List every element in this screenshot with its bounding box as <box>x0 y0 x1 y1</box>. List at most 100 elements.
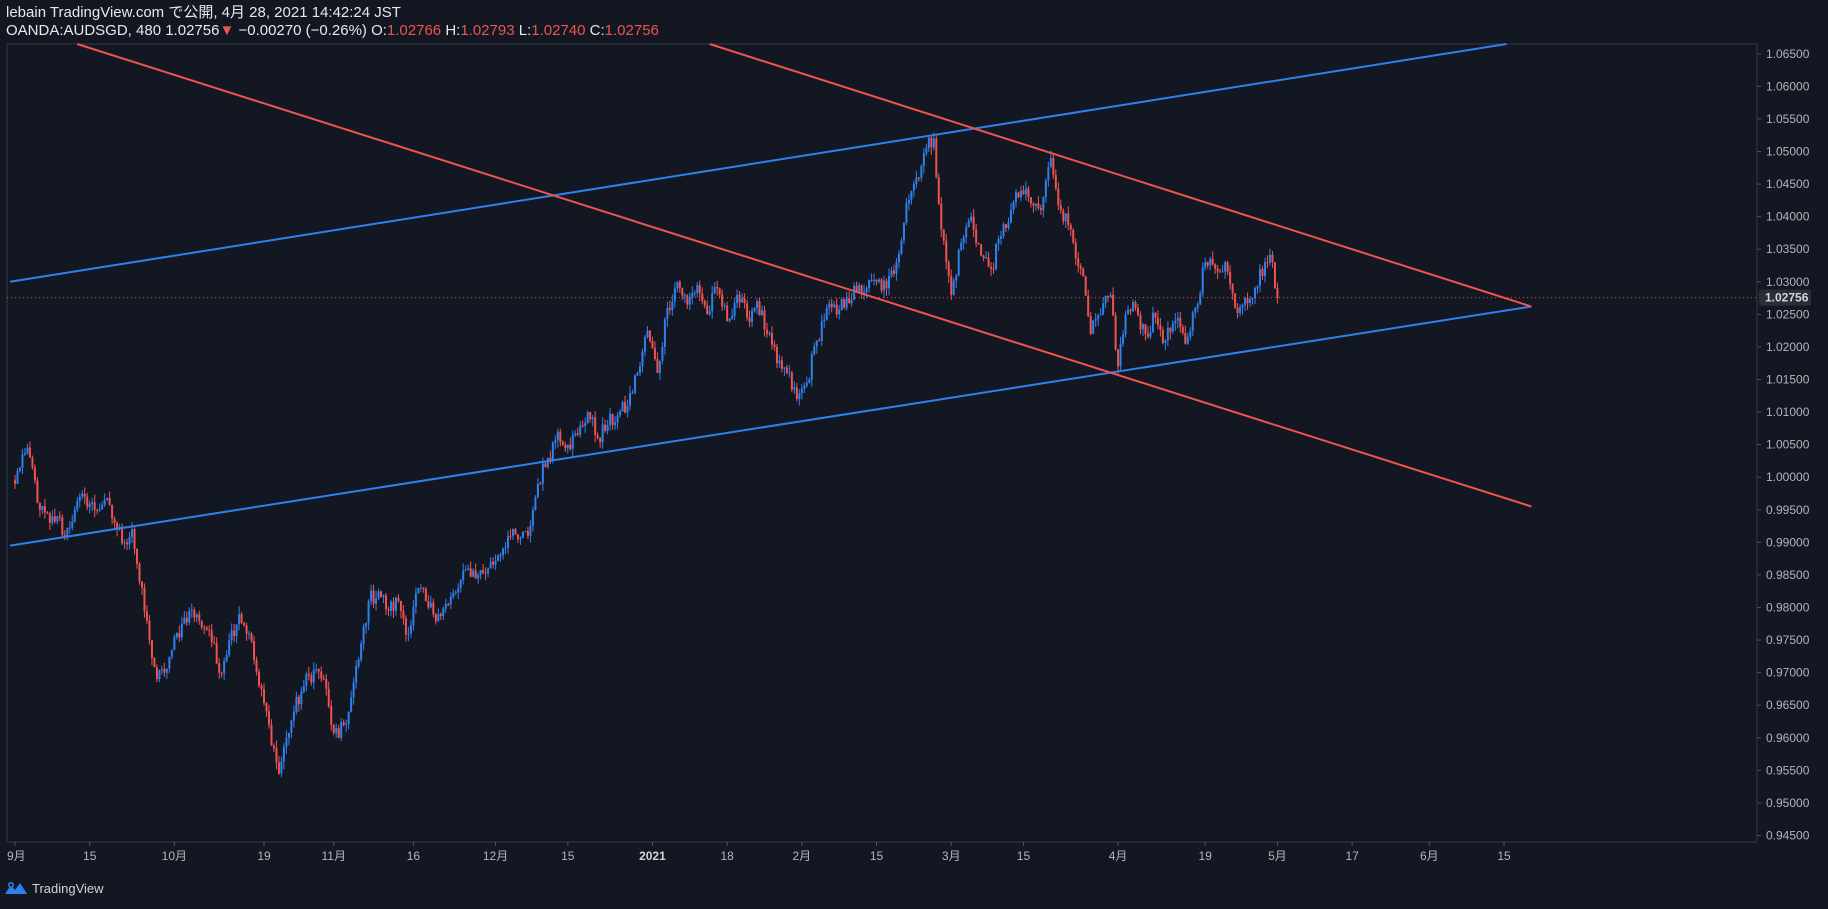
candle[interactable] <box>1002 221 1005 239</box>
candle[interactable] <box>661 341 664 365</box>
candle[interactable] <box>1012 200 1015 215</box>
candle[interactable] <box>741 293 744 303</box>
candle[interactable] <box>1119 336 1122 372</box>
candle[interactable] <box>987 251 990 268</box>
candle[interactable] <box>1114 311 1117 351</box>
candle[interactable] <box>746 299 749 321</box>
candle[interactable] <box>512 528 514 541</box>
candle[interactable] <box>977 242 980 245</box>
candle[interactable] <box>609 407 612 431</box>
trendline-long-descending-red[interactable] <box>76 43 1532 508</box>
candle[interactable] <box>1034 203 1037 211</box>
candle[interactable] <box>265 702 268 717</box>
candle[interactable] <box>270 719 273 746</box>
candle[interactable] <box>1029 197 1032 208</box>
candle[interactable] <box>900 237 903 256</box>
candle[interactable] <box>106 497 109 502</box>
candle[interactable] <box>1151 306 1154 334</box>
candle[interactable] <box>808 377 811 384</box>
candle[interactable] <box>58 511 61 522</box>
candle[interactable] <box>213 635 216 645</box>
candle[interactable] <box>335 723 338 738</box>
candle[interactable] <box>469 561 472 578</box>
candle[interactable] <box>815 340 818 354</box>
candle[interactable] <box>225 650 228 663</box>
candle[interactable] <box>1072 228 1075 245</box>
candle[interactable] <box>534 495 537 511</box>
candle[interactable] <box>823 313 826 329</box>
candle[interactable] <box>83 487 86 505</box>
candle[interactable] <box>875 279 878 286</box>
candle[interactable] <box>143 583 146 618</box>
candle[interactable] <box>925 143 928 157</box>
candle[interactable] <box>18 466 21 473</box>
candle[interactable] <box>788 364 791 378</box>
candle[interactable] <box>1154 312 1157 324</box>
candle[interactable] <box>952 277 955 296</box>
candle[interactable] <box>1236 303 1239 319</box>
candle[interactable] <box>175 632 178 640</box>
candle[interactable] <box>462 563 465 585</box>
candle[interactable] <box>947 260 950 284</box>
candle[interactable] <box>743 293 746 309</box>
candle[interactable] <box>681 287 684 301</box>
candle[interactable] <box>464 565 467 572</box>
candle[interactable] <box>619 409 622 418</box>
candle[interactable] <box>1164 339 1167 351</box>
candle[interactable] <box>1226 260 1229 276</box>
candle[interactable] <box>930 134 933 155</box>
candle[interactable] <box>723 302 726 310</box>
candle[interactable] <box>1204 257 1207 271</box>
candle[interactable] <box>940 197 943 237</box>
candle[interactable] <box>646 325 649 339</box>
candle[interactable] <box>927 135 930 152</box>
candle[interactable] <box>892 264 895 278</box>
candle[interactable] <box>387 606 390 616</box>
candle[interactable] <box>1196 301 1199 313</box>
candle[interactable] <box>638 362 641 377</box>
candle[interactable] <box>474 563 477 579</box>
candle[interactable] <box>160 665 163 675</box>
candle[interactable] <box>1263 257 1266 283</box>
candle[interactable] <box>138 561 141 585</box>
candle[interactable] <box>758 297 761 316</box>
candle[interactable] <box>922 148 925 174</box>
candle[interactable] <box>965 223 968 244</box>
candle[interactable] <box>1166 321 1169 347</box>
candle[interactable] <box>1216 264 1219 280</box>
candle[interactable] <box>73 506 76 523</box>
candle[interactable] <box>825 304 828 321</box>
candle[interactable] <box>1047 161 1050 187</box>
candle[interactable] <box>168 656 171 674</box>
candle[interactable] <box>753 307 756 313</box>
candle[interactable] <box>98 503 101 513</box>
candle[interactable] <box>148 614 151 645</box>
candle[interactable] <box>1057 182 1060 211</box>
candle[interactable] <box>165 668 168 680</box>
candle[interactable] <box>666 301 669 327</box>
candle[interactable] <box>305 671 308 692</box>
candle[interactable] <box>594 411 597 443</box>
candle[interactable] <box>912 180 915 198</box>
candle[interactable] <box>1249 296 1252 307</box>
candle[interactable] <box>1251 297 1254 305</box>
candle[interactable] <box>1169 327 1172 340</box>
candle[interactable] <box>1132 299 1135 313</box>
candle[interactable] <box>703 299 706 309</box>
candle[interactable] <box>1099 308 1102 316</box>
candle[interactable] <box>1019 186 1022 202</box>
candle[interactable] <box>728 318 731 323</box>
candle[interactable] <box>128 531 131 550</box>
candle[interactable] <box>1005 223 1008 233</box>
candle[interactable] <box>805 376 808 388</box>
candle[interactable] <box>487 567 490 577</box>
candle[interactable] <box>1064 213 1067 228</box>
candle[interactable] <box>36 477 39 504</box>
candle[interactable] <box>526 526 529 540</box>
candle[interactable] <box>121 523 124 546</box>
candle[interactable] <box>190 603 193 618</box>
candle[interactable] <box>1017 191 1020 199</box>
candle[interactable] <box>611 413 614 430</box>
candle[interactable] <box>397 594 400 603</box>
candle[interactable] <box>48 511 51 531</box>
